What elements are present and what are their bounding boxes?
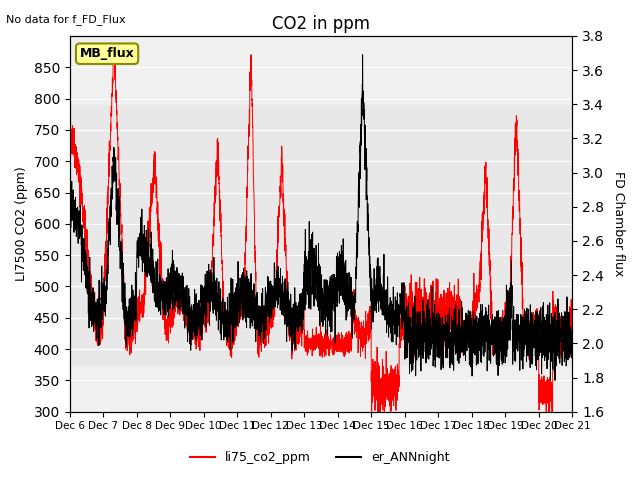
Title: CO2 in ppm: CO2 in ppm [272,15,370,33]
Text: No data for f_FD_Flux: No data for f_FD_Flux [6,14,126,25]
Y-axis label: LI7500 CO2 (ppm): LI7500 CO2 (ppm) [15,167,28,281]
Legend: li75_co2_ppm, er_ANNnight: li75_co2_ppm, er_ANNnight [186,446,454,469]
Text: MB_flux: MB_flux [80,47,134,60]
Y-axis label: FD Chamber flux: FD Chamber flux [612,171,625,276]
Bar [70,105,572,365]
